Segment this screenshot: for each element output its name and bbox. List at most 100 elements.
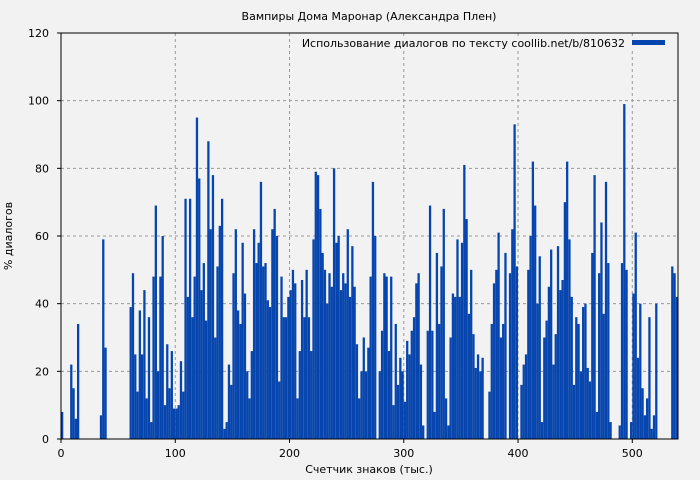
bar — [456, 239, 459, 439]
bar — [138, 310, 141, 439]
bar — [639, 303, 642, 439]
bar — [362, 337, 365, 439]
bar — [600, 222, 603, 439]
bar — [579, 371, 583, 439]
bar — [204, 320, 208, 439]
bar — [433, 411, 436, 439]
y-tick-label: 80 — [35, 162, 49, 175]
bar — [451, 293, 455, 439]
bar — [374, 236, 377, 439]
bar — [652, 415, 656, 439]
bar — [346, 229, 349, 439]
bar — [463, 164, 466, 439]
bar — [570, 296, 573, 439]
bar — [442, 208, 445, 439]
bar — [632, 293, 635, 439]
bar — [298, 351, 301, 439]
bar — [586, 367, 589, 439]
bar — [476, 354, 480, 439]
bar — [163, 405, 167, 439]
bar — [559, 290, 562, 439]
bar — [385, 276, 388, 439]
bar — [554, 334, 557, 439]
y-tick-label: 120 — [28, 27, 49, 40]
y-tick-label: 100 — [28, 95, 49, 108]
bar — [326, 303, 329, 439]
bar — [342, 273, 345, 439]
bar — [673, 273, 676, 439]
bar — [305, 269, 308, 439]
bar — [383, 273, 386, 439]
bar — [588, 381, 592, 439]
bar — [675, 296, 678, 439]
bar — [220, 198, 224, 439]
y-tick-label: 40 — [35, 298, 49, 311]
bar — [182, 391, 185, 439]
bar — [129, 307, 132, 439]
bar — [99, 415, 103, 439]
bar — [328, 273, 331, 439]
bar — [156, 371, 160, 439]
bar — [472, 334, 475, 439]
bar — [195, 117, 199, 439]
bar — [460, 242, 464, 439]
bar — [394, 323, 397, 439]
bar — [250, 351, 253, 439]
bar — [234, 229, 237, 439]
bar — [513, 124, 516, 439]
bar — [289, 290, 292, 439]
bar — [102, 239, 105, 439]
bar — [275, 236, 279, 439]
bar — [246, 371, 249, 439]
bar — [152, 276, 155, 439]
bar — [380, 330, 384, 439]
x-tick-label: 0 — [58, 447, 65, 460]
bar — [154, 205, 157, 439]
x-tick-label: 200 — [279, 447, 300, 460]
bar — [419, 364, 423, 439]
bar — [490, 323, 493, 439]
bar — [524, 354, 528, 439]
bar — [353, 286, 356, 439]
bar — [344, 283, 347, 439]
x-tick-label: 100 — [165, 447, 186, 460]
bar — [497, 232, 500, 439]
bar — [225, 422, 228, 439]
bar — [582, 307, 585, 439]
bar — [403, 401, 407, 439]
bar — [646, 398, 649, 439]
bar — [593, 175, 596, 439]
legend-box — [312, 36, 674, 50]
bar — [307, 317, 311, 439]
bar — [358, 398, 361, 439]
bar — [268, 307, 272, 439]
bar — [444, 398, 448, 439]
bar — [74, 418, 77, 439]
bar — [508, 273, 512, 439]
bar — [529, 236, 532, 439]
bar — [241, 242, 244, 439]
bar — [520, 384, 523, 439]
bar — [552, 364, 555, 439]
bar — [134, 354, 137, 439]
bar — [536, 303, 539, 439]
bar — [449, 337, 452, 439]
bar — [136, 391, 139, 439]
bar — [467, 313, 471, 439]
bar — [531, 161, 535, 440]
bar — [236, 310, 240, 439]
bar — [435, 252, 439, 439]
x-tick-label: 500 — [622, 447, 643, 460]
bar — [426, 330, 429, 439]
bar — [568, 239, 571, 439]
bar — [145, 398, 148, 439]
bar — [175, 408, 178, 439]
bar — [643, 415, 647, 439]
bar — [399, 357, 402, 439]
bar — [150, 422, 153, 439]
bar — [131, 273, 135, 439]
chart-title: Вампиры Дома Маронар (Александра Плен) — [242, 10, 497, 23]
bar — [550, 249, 553, 439]
bar — [264, 263, 267, 439]
